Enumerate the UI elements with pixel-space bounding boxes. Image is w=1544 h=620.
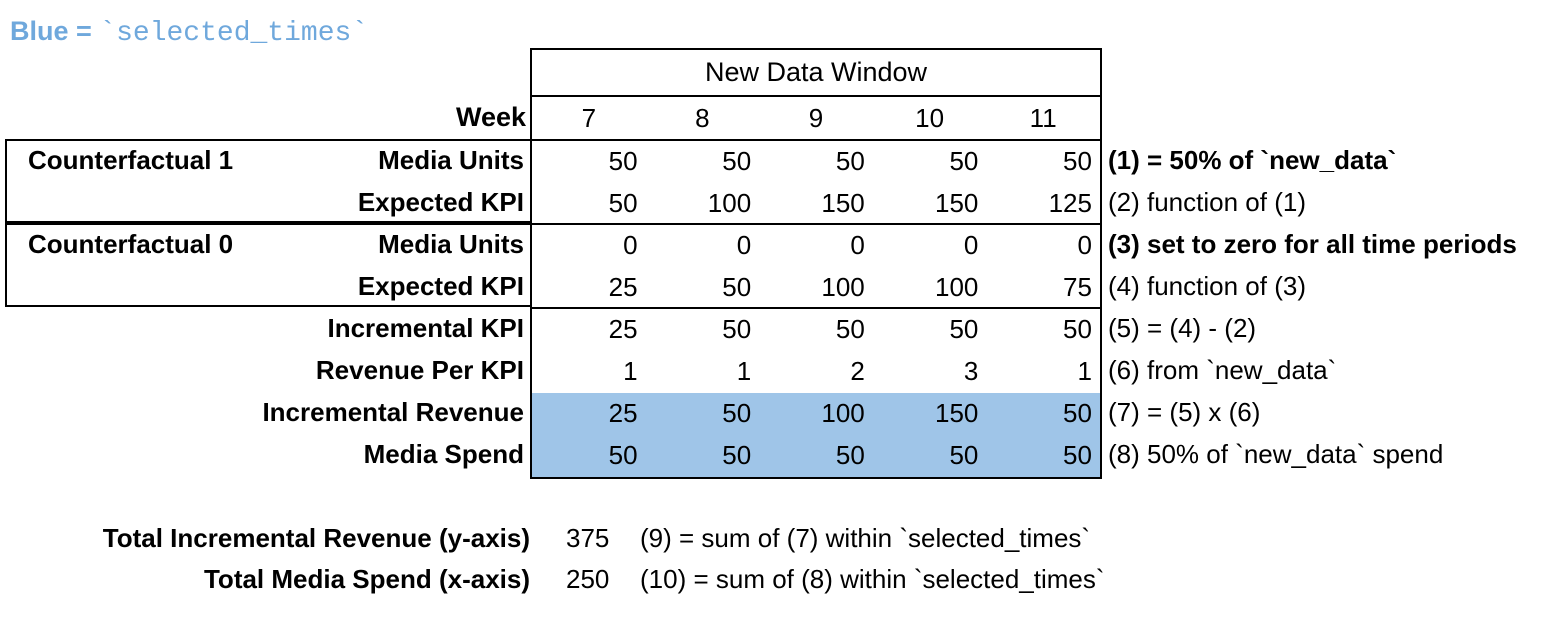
row-annotation-2: (2) function of (1) xyxy=(1108,187,1306,217)
row-label-media-spend: Media Spend xyxy=(363,439,524,469)
table-cell: 25 xyxy=(608,398,638,428)
table-row-media-spend: 50 50 50 50 50 xyxy=(532,435,1100,477)
table-cell: 50 xyxy=(722,146,752,176)
table-cell: 50 xyxy=(1063,314,1092,344)
table-cell: 50 xyxy=(722,398,752,428)
table-cell: 50 xyxy=(835,314,865,344)
table-cell: 0 xyxy=(1077,230,1092,260)
group-label-counterfactual-0: Counterfactual 0 xyxy=(28,229,234,259)
table-cell: 50 xyxy=(949,440,979,470)
table-cell: 50 xyxy=(1063,398,1092,428)
row-annotation-8: (8) 50% of `new_data` spend xyxy=(1108,439,1444,469)
table-row-revenue-per-kpi: 1 1 2 3 1 xyxy=(532,351,1100,393)
table-cell: 50 xyxy=(835,146,865,176)
table-cell: 50 xyxy=(722,272,752,302)
table-cell: 100 xyxy=(821,272,865,302)
table-cell: 0 xyxy=(623,230,638,260)
table-row-media-units-cf0: 0 0 0 0 0 xyxy=(532,225,1100,267)
row-label-expected-kpi-cf0: Expected KPI xyxy=(357,271,524,301)
table-row-incremental-kpi: 25 50 50 50 50 xyxy=(532,309,1100,351)
row-annotation-4: (4) function of (3) xyxy=(1108,271,1306,301)
total-media-spend-annotation: (10) = sum of (8) within `selected_times… xyxy=(640,564,1105,594)
table-cell: 50 xyxy=(949,146,979,176)
row-label-media-units-cf1: Media Units xyxy=(378,145,524,175)
table-cell: 150 xyxy=(821,188,865,218)
row-annotation-7: (7) = (5) x (6) xyxy=(1108,397,1261,427)
total-media-spend-value: 250 xyxy=(566,564,610,594)
week-header-cell: 8 xyxy=(695,102,710,133)
table-cell: 50 xyxy=(835,440,865,470)
legend: Blue = `selected_times` xyxy=(10,16,368,49)
legend-label: Blue = xyxy=(10,16,100,46)
week-header-cell: 10 xyxy=(915,102,945,133)
table-cell: 125 xyxy=(1048,188,1092,218)
table-cell: 25 xyxy=(608,314,638,344)
table-cell: 1 xyxy=(1077,356,1092,386)
table-cell: 100 xyxy=(707,188,752,218)
legend-code: `selected_times` xyxy=(99,18,369,49)
row-label-media-units-cf0: Media Units xyxy=(378,229,524,259)
group-label-counterfactual-1: Counterfactual 1 xyxy=(28,145,234,175)
week-header-row: 7 8 9 10 11 xyxy=(532,97,1100,141)
row-annotation-3: (3) set to zero for all time periods xyxy=(1108,229,1517,259)
row-label-revenue-per-kpi: Revenue Per KPI xyxy=(315,355,524,385)
table-row-expected-kpi-cf0: 25 50 100 100 75 xyxy=(532,267,1100,309)
week-header-label: Week xyxy=(455,102,526,132)
table-cell: 50 xyxy=(722,314,752,344)
week-header-cell: 9 xyxy=(808,102,824,133)
table-cell: 50 xyxy=(608,188,638,218)
table-cell: 1 xyxy=(623,356,638,386)
total-incremental-revenue-value: 375 xyxy=(566,523,610,553)
table-row-incremental-revenue: 25 50 100 150 50 xyxy=(532,393,1100,435)
total-incremental-revenue-annotation: (9) = sum of (7) within `selected_times` xyxy=(640,523,1091,553)
table-cell: 1 xyxy=(736,356,752,386)
table-cell: 3 xyxy=(963,356,979,386)
table-row-expected-kpi-cf1: 50 100 150 150 125 xyxy=(532,183,1100,225)
row-annotation-5: (5) = (4) - (2) xyxy=(1108,313,1257,343)
table-cell: 0 xyxy=(850,230,865,260)
total-incremental-revenue-label: Total Incremental Revenue (y-axis) xyxy=(102,523,530,553)
table-cell: 150 xyxy=(934,398,979,428)
table-cell: 150 xyxy=(934,188,979,218)
table-title: New Data Window xyxy=(532,50,1100,97)
table-cell: 25 xyxy=(608,272,638,302)
row-label-expected-kpi-cf1: Expected KPI xyxy=(357,187,524,217)
row-annotation-1: (1) = 50% of `new_data` xyxy=(1108,145,1397,175)
table-cell: 2 xyxy=(850,356,865,386)
week-header-cell: 7 xyxy=(581,102,597,133)
table-cell: 0 xyxy=(963,230,979,260)
table-cell: 100 xyxy=(934,272,979,302)
table-cell: 50 xyxy=(608,146,638,176)
row-label-incremental-revenue: Incremental Revenue xyxy=(262,397,524,427)
table-cell: 100 xyxy=(821,398,865,428)
table-cell: 0 xyxy=(736,230,752,260)
table-cell: 50 xyxy=(608,440,638,470)
row-label-incremental-kpi: Incremental KPI xyxy=(327,313,524,343)
table-cell: 50 xyxy=(1063,146,1092,176)
table-cell: 50 xyxy=(722,440,752,470)
row-annotation-6: (6) from `new_data` xyxy=(1108,355,1337,385)
data-table: New Data Window 7 8 9 10 11 50 50 50 50 … xyxy=(530,48,1102,479)
table-cell: 75 xyxy=(1063,272,1092,302)
table-row-media-units-cf1: 50 50 50 50 50 xyxy=(532,141,1100,183)
table-cell: 50 xyxy=(1063,440,1092,470)
total-media-spend-label: Total Media Spend (x-axis) xyxy=(203,564,530,594)
week-header-cell: 11 xyxy=(1029,102,1057,133)
table-cell: 50 xyxy=(949,314,979,344)
